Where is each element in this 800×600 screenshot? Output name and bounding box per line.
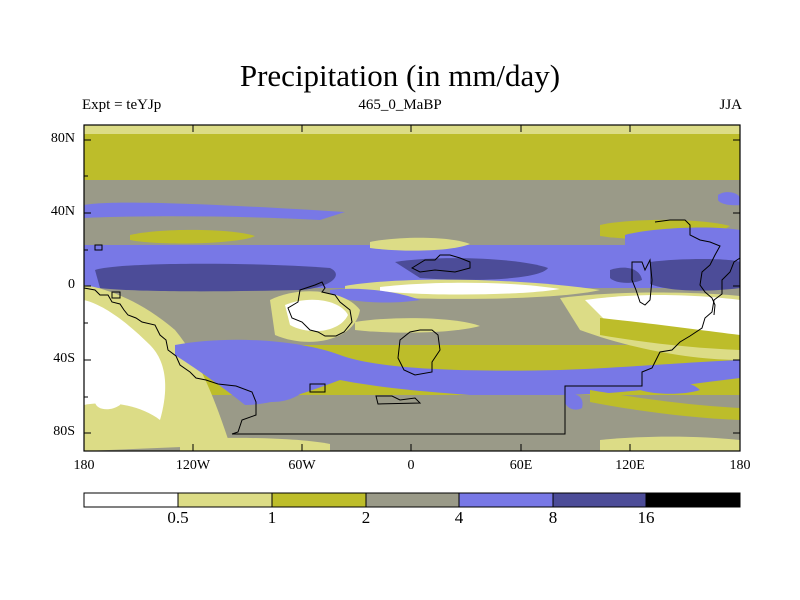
lon-label-60e: 60E <box>509 458 533 473</box>
coastline-antarctica <box>232 257 741 435</box>
pale-antarctic-right <box>600 436 740 451</box>
lat-label-40s: 40S <box>53 351 75 366</box>
dark-band-east <box>650 259 740 291</box>
colorbar-swatch-0 <box>84 493 178 507</box>
lon-label-180e: 180 <box>729 458 751 473</box>
dark-band-center <box>395 258 548 280</box>
lat-label-0: 0 <box>68 277 75 292</box>
dark-band-east-2 <box>610 267 642 283</box>
blue-antarctic-spot <box>565 394 583 410</box>
colorbar-swatch-3 <box>366 493 459 507</box>
blue-sa-tongue <box>245 356 305 402</box>
coastline-nw-islet <box>94 244 103 251</box>
lon-label-120w: 120W <box>175 458 211 473</box>
blue-equator-lobe <box>330 288 420 303</box>
coastline-east-north <box>654 219 721 316</box>
dark-band-west <box>95 263 336 292</box>
lon-label-120e: 120E <box>615 458 645 473</box>
colorbar-label-0_5: 0.5 <box>167 508 189 527</box>
coastlines <box>83 219 741 435</box>
precip-field <box>84 125 740 451</box>
experiment-label: Expt = teYJp <box>82 97 162 113</box>
pale-sa-strip <box>355 318 480 333</box>
blue-north-west <box>84 202 345 220</box>
olive-antarctic-right <box>590 390 740 420</box>
coastline-west-islet <box>111 291 121 299</box>
colorbar-swatch-4 <box>459 493 553 507</box>
lat-label-40n: 40N <box>50 204 75 219</box>
lon-label-180w: 180 <box>73 458 95 473</box>
coastline-south-america <box>287 281 353 337</box>
colorbar-swatch-2 <box>272 493 366 507</box>
lon-label-0: 0 <box>407 458 415 473</box>
colorbar-frame <box>83 492 741 508</box>
blue-antarctic-right <box>640 378 700 394</box>
colorbar-label-4: 4 <box>454 508 464 527</box>
white-sw-spot <box>95 390 121 410</box>
plot-frame <box>83 124 741 452</box>
lon-label-60w: 60W <box>288 458 316 473</box>
coastline-west-margin <box>83 287 257 435</box>
colorbar-label-8: 8 <box>548 508 558 527</box>
pale-north-blob <box>370 237 470 251</box>
lat-label-80n: 80N <box>50 131 75 146</box>
colorbar-swatch-6 <box>646 493 740 507</box>
coastline-africa <box>397 329 441 376</box>
pale-antarctic-left <box>180 437 330 451</box>
chart-title: Precipitation (in mm/day) <box>239 58 561 93</box>
white-sw-wedge <box>84 300 166 420</box>
lat-label-80s: 80S <box>53 424 75 439</box>
season-label: JJA <box>719 97 742 113</box>
colorbar <box>83 492 741 508</box>
colorbar-label-1: 1 <box>267 508 277 527</box>
olive-north-blob-1 <box>130 229 255 244</box>
colorbar-label-16: 16 <box>637 508 655 527</box>
coastline-south-islands <box>375 395 422 405</box>
colorbar-label-2: 2 <box>361 508 371 527</box>
band-north-olive <box>84 134 740 184</box>
blue-south-region <box>175 339 740 405</box>
white-sa-patch <box>285 299 348 332</box>
white-equator-core <box>380 282 560 295</box>
lon-ticks <box>83 125 741 451</box>
blue-top-right <box>718 192 740 206</box>
time-label: 465_0_MaBP <box>358 97 442 113</box>
coastline-south-islet <box>309 383 326 393</box>
olive-south-strip <box>600 318 740 350</box>
colorbar-swatch-1 <box>178 493 272 507</box>
pale-sw-bottom <box>84 403 160 442</box>
colorbar-swatch-5 <box>553 493 646 507</box>
coastline-east-island <box>631 258 653 306</box>
lat-ticks <box>84 139 740 434</box>
coastline-north-continent <box>410 254 471 273</box>
